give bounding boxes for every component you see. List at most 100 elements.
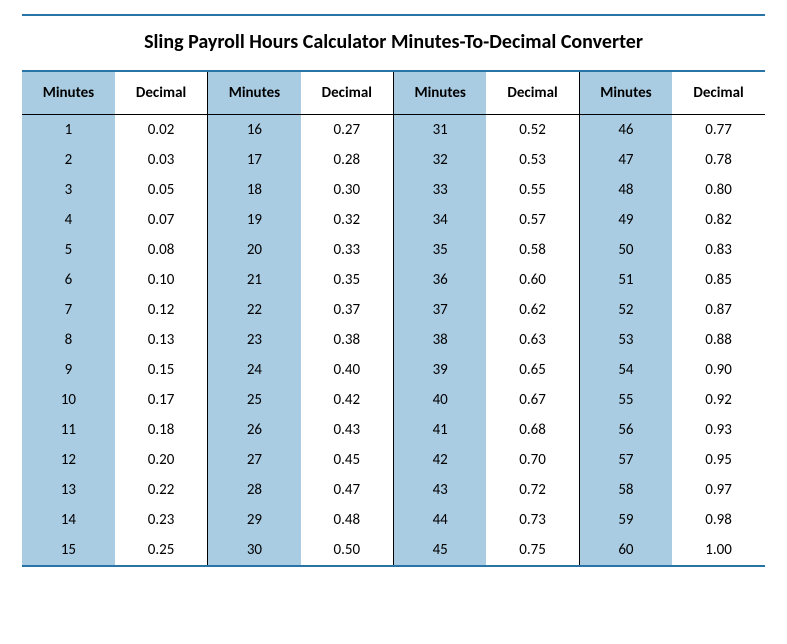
- decimal-cell: 0.15: [115, 355, 208, 385]
- header-minutes: Minutes: [579, 72, 672, 115]
- minutes-cell: 10: [22, 385, 115, 415]
- decimal-cell: 0.45: [301, 445, 394, 475]
- decimal-cell: 0.17: [115, 385, 208, 415]
- decimal-cell: 0.82: [672, 205, 765, 235]
- conversion-table: Minutes Decimal Minutes Decimal Minutes …: [22, 72, 765, 565]
- decimal-cell: 0.98: [672, 505, 765, 535]
- minutes-cell: 57: [579, 445, 672, 475]
- decimal-cell: 0.75: [486, 535, 579, 565]
- table-row: 150.25300.50450.75601.00: [22, 535, 765, 565]
- minutes-cell: 6: [22, 265, 115, 295]
- table-row: 70.12220.37370.62520.87: [22, 295, 765, 325]
- table-row: 20.03170.28320.53470.78: [22, 145, 765, 175]
- decimal-cell: 0.32: [301, 205, 394, 235]
- minutes-cell: 49: [579, 205, 672, 235]
- minutes-cell: 54: [579, 355, 672, 385]
- decimal-cell: 0.83: [672, 235, 765, 265]
- header-minutes: Minutes: [394, 72, 487, 115]
- minutes-cell: 36: [394, 265, 487, 295]
- minutes-cell: 31: [394, 115, 487, 146]
- minutes-cell: 23: [208, 325, 301, 355]
- minutes-cell: 34: [394, 205, 487, 235]
- decimal-cell: 0.60: [486, 265, 579, 295]
- decimal-cell: 0.13: [115, 325, 208, 355]
- decimal-cell: 0.92: [672, 385, 765, 415]
- header-minutes: Minutes: [208, 72, 301, 115]
- minutes-cell: 38: [394, 325, 487, 355]
- decimal-cell: 0.33: [301, 235, 394, 265]
- table-row: 100.17250.42400.67550.92: [22, 385, 765, 415]
- minutes-cell: 46: [579, 115, 672, 146]
- minutes-cell: 29: [208, 505, 301, 535]
- decimal-cell: 0.38: [301, 325, 394, 355]
- decimal-cell: 0.08: [115, 235, 208, 265]
- decimal-cell: 0.97: [672, 475, 765, 505]
- table-body: 10.02160.27310.52460.7720.03170.28320.53…: [22, 115, 765, 566]
- minutes-cell: 33: [394, 175, 487, 205]
- table-row: 30.05180.30330.55480.80: [22, 175, 765, 205]
- decimal-cell: 0.35: [301, 265, 394, 295]
- table-row: 10.02160.27310.52460.77: [22, 115, 765, 146]
- decimal-cell: 0.93: [672, 415, 765, 445]
- decimal-cell: 0.42: [301, 385, 394, 415]
- decimal-cell: 0.90: [672, 355, 765, 385]
- decimal-cell: 0.02: [115, 115, 208, 146]
- decimal-cell: 1.00: [672, 535, 765, 565]
- minutes-cell: 35: [394, 235, 487, 265]
- decimal-cell: 0.70: [486, 445, 579, 475]
- minutes-cell: 12: [22, 445, 115, 475]
- table-row: 130.22280.47430.72580.97: [22, 475, 765, 505]
- minutes-cell: 4: [22, 205, 115, 235]
- minutes-cell: 58: [579, 475, 672, 505]
- minutes-cell: 27: [208, 445, 301, 475]
- minutes-cell: 25: [208, 385, 301, 415]
- decimal-cell: 0.63: [486, 325, 579, 355]
- minutes-cell: 48: [579, 175, 672, 205]
- header-decimal: Decimal: [115, 72, 208, 115]
- minutes-cell: 15: [22, 535, 115, 565]
- decimal-cell: 0.58: [486, 235, 579, 265]
- minutes-cell: 53: [579, 325, 672, 355]
- decimal-cell: 0.62: [486, 295, 579, 325]
- decimal-cell: 0.65: [486, 355, 579, 385]
- decimal-cell: 0.87: [672, 295, 765, 325]
- minutes-cell: 16: [208, 115, 301, 146]
- decimal-cell: 0.07: [115, 205, 208, 235]
- decimal-cell: 0.50: [301, 535, 394, 565]
- table-row: 110.18260.43410.68560.93: [22, 415, 765, 445]
- decimal-cell: 0.18: [115, 415, 208, 445]
- decimal-cell: 0.80: [672, 175, 765, 205]
- header-row: Minutes Decimal Minutes Decimal Minutes …: [22, 72, 765, 115]
- minutes-cell: 8: [22, 325, 115, 355]
- minutes-cell: 42: [394, 445, 487, 475]
- table-row: 80.13230.38380.63530.88: [22, 325, 765, 355]
- decimal-cell: 0.43: [301, 415, 394, 445]
- minutes-cell: 50: [579, 235, 672, 265]
- minutes-cell: 19: [208, 205, 301, 235]
- minutes-cell: 44: [394, 505, 487, 535]
- minutes-cell: 22: [208, 295, 301, 325]
- decimal-cell: 0.68: [486, 415, 579, 445]
- decimal-cell: 0.48: [301, 505, 394, 535]
- decimal-cell: 0.37: [301, 295, 394, 325]
- minutes-cell: 56: [579, 415, 672, 445]
- minutes-cell: 60: [579, 535, 672, 565]
- table-row: 50.08200.33350.58500.83: [22, 235, 765, 265]
- table-row: 60.10210.35360.60510.85: [22, 265, 765, 295]
- table-row: 40.07190.32340.57490.82: [22, 205, 765, 235]
- minutes-cell: 2: [22, 145, 115, 175]
- table-row: 90.15240.40390.65540.90: [22, 355, 765, 385]
- decimal-cell: 0.78: [672, 145, 765, 175]
- decimal-cell: 0.72: [486, 475, 579, 505]
- minutes-cell: 5: [22, 235, 115, 265]
- decimal-cell: 0.03: [115, 145, 208, 175]
- decimal-cell: 0.27: [301, 115, 394, 146]
- minutes-cell: 13: [22, 475, 115, 505]
- decimal-cell: 0.73: [486, 505, 579, 535]
- table-row: 140.23290.48440.73590.98: [22, 505, 765, 535]
- decimal-cell: 0.40: [301, 355, 394, 385]
- minutes-cell: 43: [394, 475, 487, 505]
- header-minutes: Minutes: [22, 72, 115, 115]
- minutes-cell: 55: [579, 385, 672, 415]
- minutes-cell: 37: [394, 295, 487, 325]
